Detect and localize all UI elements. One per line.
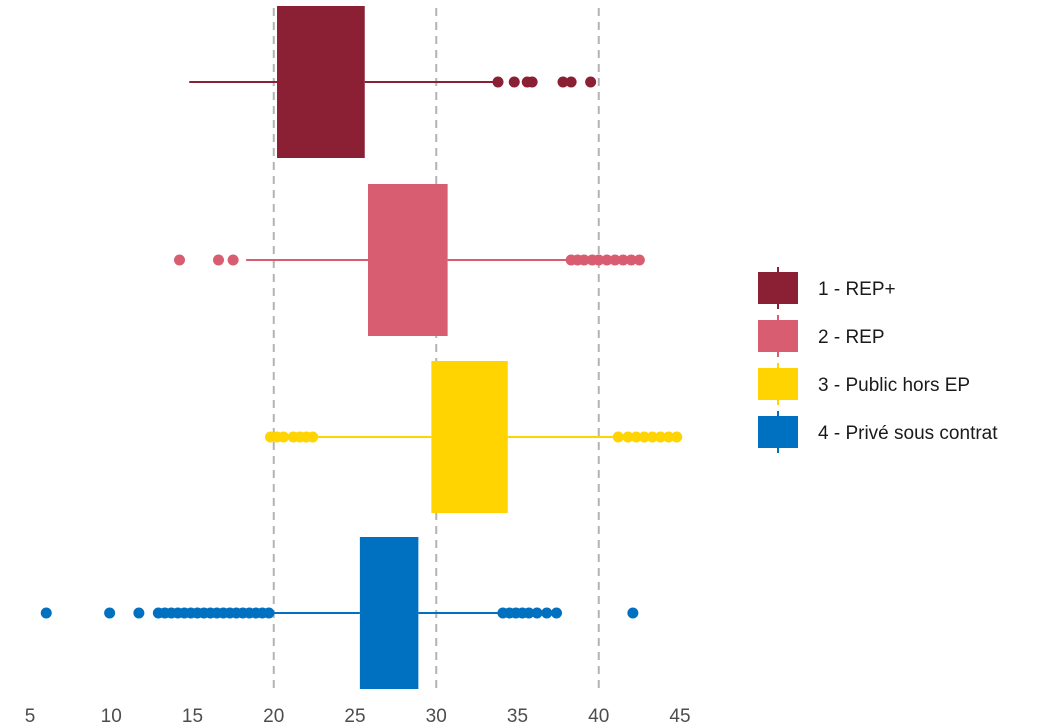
outlier-point (227, 254, 239, 266)
outlier-point (133, 607, 145, 619)
outlier-point (307, 431, 319, 443)
x-tick-label: 25 (344, 706, 365, 727)
outlier-point (523, 607, 535, 619)
box (359, 537, 419, 689)
outlier-point (526, 76, 538, 88)
outlier-point (671, 431, 683, 443)
outlier-point (104, 607, 116, 619)
legend-item-3: 3 - Public hors EP (758, 363, 970, 405)
boxplot-3 (265, 361, 683, 513)
outlier-point (601, 254, 613, 266)
boxplot-4 (40, 537, 639, 689)
x-tick-label: 40 (588, 706, 609, 727)
outlier-point (638, 431, 650, 443)
outlier-point (531, 607, 543, 619)
reference-lines (272, 8, 600, 690)
outlier-point (585, 76, 597, 88)
legend-label: 4 - Privé sous contrat (818, 423, 998, 444)
outlier-point (174, 254, 185, 266)
outlier-point (213, 254, 224, 266)
x-tick-label: 45 (669, 706, 690, 727)
outlier-point (655, 431, 666, 443)
box (431, 361, 508, 513)
outlier-point (492, 76, 504, 88)
outlier-point (609, 254, 621, 266)
outlier-point (627, 607, 639, 619)
outlier-point (625, 254, 637, 266)
outlier-point (593, 254, 605, 266)
legend-label: 3 - Public hors EP (818, 375, 970, 396)
outlier-point (646, 431, 658, 443)
legend-item-1: 1 - REP+ (758, 267, 896, 309)
outlier-point (263, 607, 275, 619)
x-axis: 5 10 15 20 25 30 35 40 45 (25, 706, 691, 727)
outlier-point (278, 431, 289, 443)
x-tick-label: 35 (507, 706, 528, 727)
box (277, 6, 365, 158)
outlier-point (630, 431, 642, 443)
outlier-point (578, 254, 590, 266)
outlier-point (617, 254, 629, 266)
legend-item-2: 2 - REP (758, 315, 885, 357)
outlier-point (40, 607, 52, 619)
outlier-point (633, 254, 645, 266)
plot-area (40, 6, 683, 689)
x-tick-label: 30 (426, 706, 447, 727)
x-tick-label: 10 (101, 706, 122, 727)
legend-label: 1 - REP+ (818, 279, 896, 300)
boxplot-2 (174, 184, 645, 336)
x-tick-label: 20 (263, 706, 284, 727)
outlier-point (557, 76, 569, 88)
boxplot-1 (189, 6, 597, 158)
legend-item-4: 4 - Privé sous contrat (758, 411, 998, 453)
x-tick-label: 5 (25, 706, 36, 727)
outlier-point (508, 76, 520, 88)
legend-label: 2 - REP (818, 327, 885, 348)
legend: 1 - REP+ 2 - REP 3 - Public hors EP 4 - Pri… (758, 267, 998, 453)
x-tick-label: 15 (182, 706, 203, 727)
outlier-point (551, 607, 562, 619)
outlier-point (565, 76, 577, 88)
outlier-point (541, 607, 553, 619)
outlier-point (622, 431, 634, 443)
box (368, 184, 448, 336)
outlier-point (663, 431, 675, 443)
outlier-point (612, 431, 624, 443)
